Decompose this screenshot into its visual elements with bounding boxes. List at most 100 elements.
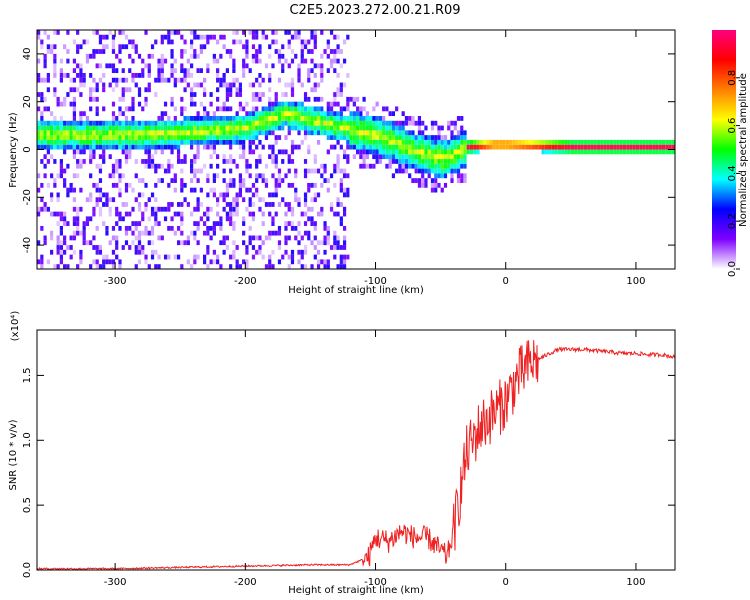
heatmap-cell bbox=[95, 130, 99, 136]
heatmap-cell bbox=[404, 116, 409, 121]
heatmap-cell bbox=[404, 163, 409, 169]
heatmap-cell bbox=[108, 197, 112, 203]
heatmap-cell bbox=[535, 144, 539, 150]
heatmap-cell bbox=[541, 149, 545, 155]
heatmap-cell bbox=[76, 206, 80, 212]
heatmap-cell bbox=[333, 168, 337, 174]
heatmap-cell bbox=[281, 116, 285, 121]
heatmap-cell bbox=[102, 149, 106, 155]
heatmap-cell bbox=[76, 149, 80, 155]
heatmap-cell bbox=[287, 29, 291, 35]
heatmap-cell bbox=[473, 139, 477, 145]
heatmap-cell bbox=[53, 63, 57, 69]
heatmap-cell bbox=[98, 139, 103, 145]
heatmap-cell bbox=[648, 139, 653, 145]
heatmap-cell bbox=[320, 240, 324, 246]
heatmap-cell bbox=[307, 49, 311, 54]
heatmap-cell bbox=[37, 58, 41, 64]
heatmap-cell bbox=[303, 159, 308, 164]
heatmap-cell bbox=[248, 149, 252, 155]
heatmap-cell bbox=[193, 221, 197, 226]
colorbar-tick-label: 0.6 bbox=[727, 118, 738, 134]
heatmap-cell bbox=[284, 202, 288, 207]
heatmap-cell bbox=[147, 120, 151, 126]
heatmap-cell bbox=[102, 44, 106, 50]
heatmap-cell bbox=[362, 120, 366, 126]
heatmap-cell bbox=[92, 53, 96, 59]
heatmap-cell bbox=[427, 135, 431, 140]
heatmap-cell bbox=[437, 149, 441, 155]
heatmap-cell bbox=[102, 159, 106, 164]
heatmap-cell bbox=[329, 245, 334, 250]
heatmap-cell bbox=[284, 58, 288, 64]
heatmap-cell bbox=[346, 135, 350, 140]
heatmap-cell bbox=[450, 154, 454, 160]
heatmap-cell bbox=[219, 139, 223, 145]
heatmap-cell bbox=[577, 149, 581, 155]
heatmap-cell bbox=[124, 135, 129, 140]
heatmap-cell bbox=[590, 144, 594, 150]
y-tick-label: 0 bbox=[22, 146, 33, 152]
heatmap-cell bbox=[316, 96, 321, 102]
heatmap-cell bbox=[46, 139, 50, 145]
heatmap-cell bbox=[271, 192, 275, 198]
heatmap-cell bbox=[189, 178, 194, 183]
heatmap-cell bbox=[189, 73, 194, 78]
heatmap-cell bbox=[388, 159, 392, 164]
heatmap-cell bbox=[300, 249, 304, 255]
heatmap-cell bbox=[297, 259, 301, 265]
heatmap-cell bbox=[235, 192, 239, 198]
heatmap-cell bbox=[307, 73, 311, 78]
heatmap-cell bbox=[385, 149, 389, 155]
heatmap-cell bbox=[261, 173, 265, 179]
heatmap-cell bbox=[411, 120, 415, 126]
heatmap-cell bbox=[53, 29, 57, 35]
heatmap-cell bbox=[580, 149, 584, 155]
heatmap-cell bbox=[232, 116, 236, 121]
heatmap-cell bbox=[303, 120, 308, 126]
heatmap-cell bbox=[329, 58, 334, 64]
heatmap-cell bbox=[212, 135, 216, 140]
heatmap-cell bbox=[388, 149, 392, 155]
heatmap-cell bbox=[95, 96, 99, 102]
heatmap-cell bbox=[414, 149, 418, 155]
heatmap-cell bbox=[79, 249, 83, 255]
heatmap-cell bbox=[189, 39, 194, 45]
heatmap-cell bbox=[225, 96, 229, 102]
heatmap-cell bbox=[141, 178, 145, 183]
heatmap-cell bbox=[284, 116, 288, 121]
heatmap-cell bbox=[391, 159, 396, 164]
heatmap-cell bbox=[167, 168, 171, 174]
heatmap-cell bbox=[46, 135, 50, 140]
heatmap-cell bbox=[170, 225, 174, 231]
heatmap-cell bbox=[79, 68, 83, 74]
heatmap-cell bbox=[382, 116, 386, 121]
heatmap-cell bbox=[277, 240, 282, 246]
heatmap-cell bbox=[141, 192, 145, 198]
heatmap-cell bbox=[53, 182, 57, 188]
heatmap-cell bbox=[43, 163, 47, 169]
heatmap-cell bbox=[121, 77, 125, 83]
heatmap-cell bbox=[369, 144, 373, 150]
heatmap-cell bbox=[339, 125, 343, 131]
heatmap-cell bbox=[115, 144, 119, 150]
heatmap-cell bbox=[59, 101, 63, 107]
heatmap-cell bbox=[118, 144, 122, 150]
heatmap-cell bbox=[440, 159, 444, 164]
heatmap-cell bbox=[89, 154, 93, 160]
heatmap-cell bbox=[189, 135, 194, 140]
heatmap-cell bbox=[346, 34, 350, 40]
heatmap-cell bbox=[395, 135, 399, 140]
heatmap-cell bbox=[284, 225, 288, 231]
heatmap-cell bbox=[508, 139, 513, 145]
heatmap-cell bbox=[193, 101, 197, 107]
heatmap-cell bbox=[82, 111, 86, 117]
heatmap-cell bbox=[147, 63, 151, 69]
heatmap-cell bbox=[76, 159, 80, 164]
heatmap-cell bbox=[281, 92, 285, 97]
colorbar-tick-label: 0.8 bbox=[727, 70, 738, 86]
heatmap-cell bbox=[645, 149, 649, 155]
heatmap-cell bbox=[209, 130, 213, 136]
heatmap-cell bbox=[102, 82, 106, 88]
heatmap-cell bbox=[297, 197, 301, 203]
